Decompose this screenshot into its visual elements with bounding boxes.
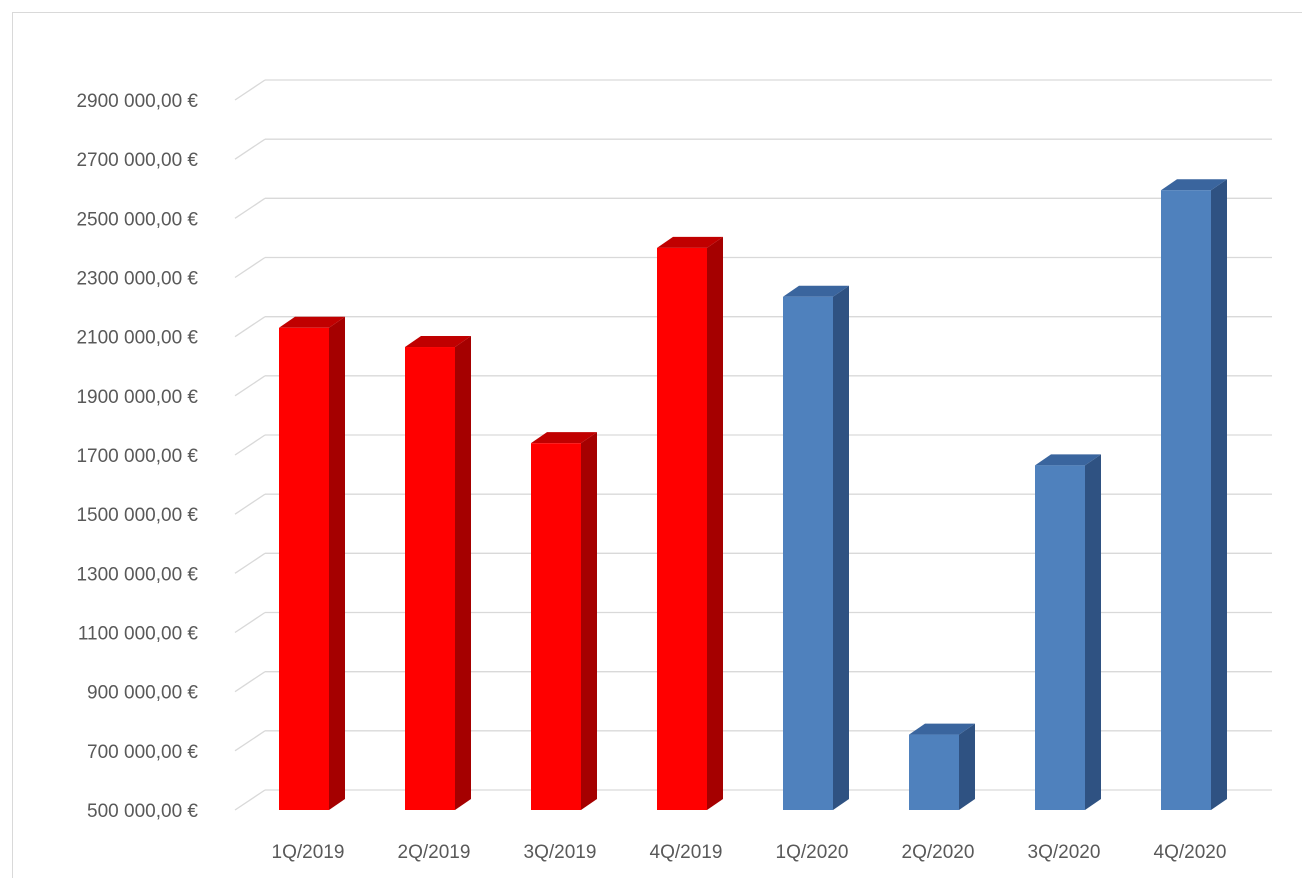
bar-top bbox=[1161, 179, 1227, 191]
y-tick-label: 2300 000,00 € bbox=[76, 269, 198, 290]
gridline-side bbox=[234, 552, 266, 574]
y-tick-label: 1100 000,00 € bbox=[78, 624, 199, 645]
gridline-side bbox=[234, 316, 266, 338]
bar bbox=[909, 723, 975, 810]
x-tick-label: 1Q/2020 bbox=[776, 842, 849, 863]
bar-top bbox=[783, 285, 849, 297]
bar bbox=[657, 236, 723, 810]
gridline-side bbox=[234, 197, 266, 219]
bar-side bbox=[329, 316, 345, 810]
bar-front bbox=[657, 247, 707, 810]
bar-top bbox=[1035, 454, 1101, 466]
bar bbox=[279, 316, 345, 810]
y-axis: 500 000,00 € 700 000,00 € 900 000,00 € 1100… bbox=[76, 91, 198, 822]
gridline-side bbox=[234, 671, 266, 693]
gridline-side bbox=[234, 730, 266, 752]
y-tick-label: 700 000,00 € bbox=[87, 742, 198, 763]
bar-side bbox=[833, 285, 849, 811]
y-tick-label: 1700 000,00 € bbox=[76, 446, 198, 467]
x-tick-label: 2Q/2020 bbox=[902, 842, 975, 863]
bar-side bbox=[581, 432, 597, 810]
bar bbox=[405, 336, 471, 810]
gridline-side bbox=[234, 256, 266, 279]
bar-front bbox=[909, 734, 959, 810]
y-tick-label: 2100 000,00 € bbox=[76, 328, 198, 349]
gridline-side bbox=[234, 138, 266, 160]
x-axis: 1Q/2019 2Q/2019 3Q/2019 4Q/2019 1Q/2020 2Q/20… bbox=[272, 842, 1227, 863]
bar-side bbox=[959, 723, 975, 810]
bar-front bbox=[531, 443, 581, 810]
y-tick-label: 2700 000,00 € bbox=[76, 150, 198, 171]
gridlines bbox=[234, 79, 1272, 811]
bar bbox=[531, 432, 597, 810]
x-tick-label: 3Q/2019 bbox=[524, 842, 597, 863]
bars bbox=[279, 179, 1227, 811]
bar-front bbox=[279, 327, 329, 810]
x-tick-label: 4Q/2019 bbox=[650, 842, 723, 863]
bar-top bbox=[279, 316, 345, 328]
gridline-side bbox=[234, 611, 266, 634]
bar-top bbox=[657, 236, 723, 248]
x-tick-label: 1Q/2019 bbox=[272, 842, 345, 863]
bar bbox=[1161, 179, 1227, 810]
bar-front bbox=[1161, 190, 1211, 810]
bar-front bbox=[783, 296, 833, 811]
y-tick-label: 500 000,00 € bbox=[87, 801, 198, 822]
bar-front bbox=[1035, 465, 1085, 810]
gridline-side bbox=[234, 434, 266, 456]
bar-top bbox=[909, 723, 975, 735]
bar bbox=[783, 285, 849, 811]
y-tick-label: 1500 000,00 € bbox=[76, 505, 198, 526]
bar bbox=[1035, 454, 1101, 810]
x-tick-label: 4Q/2020 bbox=[1154, 842, 1227, 863]
gridline-side bbox=[234, 789, 266, 811]
y-tick-label: 1900 000,00 € bbox=[76, 387, 198, 408]
bar-front bbox=[405, 347, 455, 810]
bar-top bbox=[531, 432, 597, 444]
x-tick-label: 2Q/2019 bbox=[398, 842, 471, 863]
y-tick-label: 2500 000,00 € bbox=[76, 209, 198, 230]
bar-side bbox=[1211, 179, 1227, 810]
bar-side bbox=[1085, 454, 1101, 810]
gridline-side bbox=[234, 79, 266, 101]
x-tick-label: 3Q/2020 bbox=[1028, 842, 1101, 863]
y-tick-label: 1300 000,00 € bbox=[76, 564, 198, 585]
y-tick-label: 900 000,00 € bbox=[87, 683, 198, 704]
gridline-side bbox=[234, 493, 266, 515]
gridline-side bbox=[234, 375, 266, 397]
bar-side bbox=[455, 336, 471, 810]
bar-top bbox=[405, 336, 471, 348]
bar-side bbox=[707, 236, 723, 810]
y-tick-label: 2900 000,00 € bbox=[76, 91, 198, 112]
